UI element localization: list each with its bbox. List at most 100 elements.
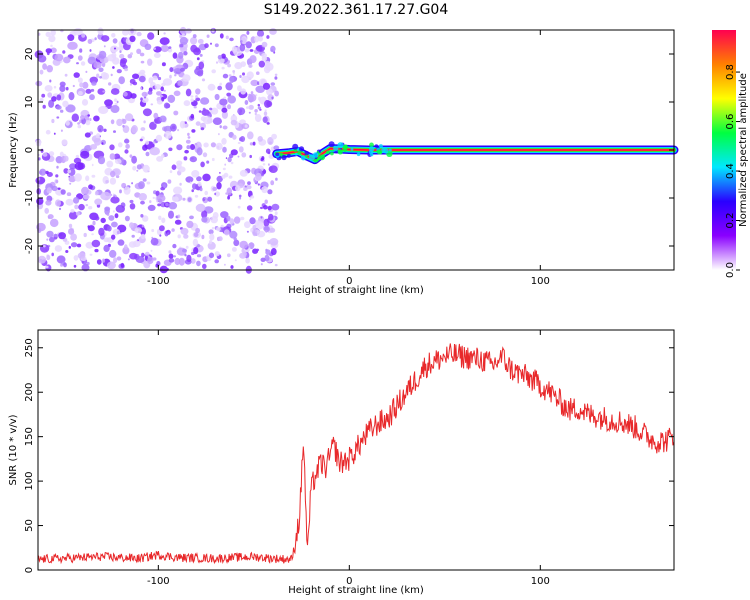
noise-speckle <box>261 41 268 48</box>
noise-speckle <box>225 157 228 160</box>
noise-speckle <box>124 68 129 72</box>
x-tick-label: -100 <box>147 576 170 587</box>
noise-speckle <box>140 214 144 218</box>
noise-speckle <box>214 192 217 196</box>
noise-speckle <box>193 232 199 237</box>
noise-speckle <box>183 51 188 56</box>
noise-speckle <box>91 233 94 236</box>
noise-speckle <box>173 110 179 116</box>
noise-speckle <box>266 100 273 108</box>
y-tick-label: 0 <box>24 567 35 573</box>
noise-speckle <box>42 63 47 70</box>
noise-speckle <box>258 36 263 42</box>
noise-speckle <box>46 230 54 238</box>
snr-y-ticks: 0 50 100 150 200 250 <box>24 338 674 573</box>
noise-speckle <box>178 257 185 266</box>
noise-speckle <box>159 234 162 237</box>
noise-speckle <box>222 73 229 79</box>
noise-speckle <box>82 81 89 89</box>
noise-speckle <box>146 181 151 185</box>
noise-speckle <box>227 156 232 163</box>
noise-speckle <box>94 198 103 206</box>
noise-speckle <box>113 257 118 264</box>
noise-speckle <box>129 222 134 229</box>
colorbar-tick-label: 0.6 <box>725 114 736 130</box>
noise-speckle <box>186 254 192 263</box>
noise-speckle <box>222 167 226 171</box>
noise-speckle <box>141 224 144 228</box>
noise-speckle <box>77 55 83 61</box>
noise-speckle <box>255 85 265 94</box>
noise-speckle <box>230 119 238 126</box>
noise-speckle <box>179 26 187 35</box>
noise-speckle <box>119 189 122 194</box>
y-tick-label: 250 <box>24 338 35 357</box>
noise-speckle <box>35 80 43 87</box>
noise-speckle <box>59 81 66 87</box>
noise-speckle <box>246 205 253 211</box>
noise-speckle <box>214 191 220 197</box>
noise-speckle <box>140 200 145 205</box>
noise-speckle <box>246 30 250 35</box>
ridge-blob <box>326 150 330 155</box>
noise-speckle <box>114 195 118 198</box>
noise-speckle <box>66 192 72 197</box>
noise-speckle <box>225 82 233 91</box>
noise-speckle <box>72 84 75 88</box>
ridge-blob <box>313 157 319 163</box>
noise-speckle <box>192 183 197 190</box>
noise-speckle <box>81 33 86 38</box>
noise-speckle <box>194 142 198 146</box>
noise-speckle <box>70 233 77 241</box>
noise-speckle <box>111 52 117 59</box>
noise-speckle <box>153 112 159 119</box>
noise-speckle <box>116 230 120 235</box>
noise-speckle <box>266 88 273 96</box>
noise-speckle <box>51 252 54 257</box>
noise-speckle <box>158 215 162 220</box>
noise-speckle <box>168 250 172 254</box>
spectrogram-ridge <box>272 141 679 165</box>
noise-speckle <box>176 160 183 166</box>
noise-speckle <box>74 162 84 171</box>
noise-speckle <box>208 252 215 259</box>
noise-speckle <box>48 35 56 43</box>
noise-speckle <box>62 50 66 54</box>
noise-speckle <box>239 75 242 78</box>
noise-speckle <box>103 45 106 48</box>
noise-speckle <box>232 70 236 73</box>
noise-speckle <box>99 76 103 79</box>
noise-speckle <box>68 245 72 249</box>
noise-speckle <box>45 265 49 269</box>
noise-speckle <box>142 164 150 173</box>
noise-speckle <box>149 147 160 156</box>
noise-speckle <box>229 37 234 42</box>
noise-speckle <box>102 90 106 93</box>
noise-speckle <box>263 225 270 233</box>
noise-speckle <box>261 156 265 161</box>
noise-speckle <box>69 163 77 170</box>
ridge-blob <box>298 146 305 152</box>
noise-speckle <box>157 203 162 207</box>
noise-speckle <box>210 142 216 148</box>
noise-speckle <box>110 105 120 113</box>
noise-speckle <box>234 259 237 262</box>
noise-speckle <box>68 223 73 229</box>
noise-speckle <box>169 74 172 79</box>
noise-speckle <box>77 77 83 83</box>
noise-speckle <box>114 98 117 102</box>
noise-speckle <box>112 66 115 69</box>
noise-speckle <box>167 94 176 103</box>
noise-speckle <box>75 211 80 216</box>
noise-speckle <box>227 253 231 258</box>
noise-speckle <box>141 252 145 258</box>
noise-speckle <box>120 262 125 268</box>
y-tick-label: -10 <box>24 190 35 206</box>
noise-speckle <box>116 118 123 127</box>
noise-speckle <box>110 73 113 77</box>
noise-speckle <box>136 31 142 37</box>
noise-speckle <box>73 28 83 36</box>
noise-speckle <box>37 255 47 264</box>
noise-speckle <box>208 229 214 235</box>
